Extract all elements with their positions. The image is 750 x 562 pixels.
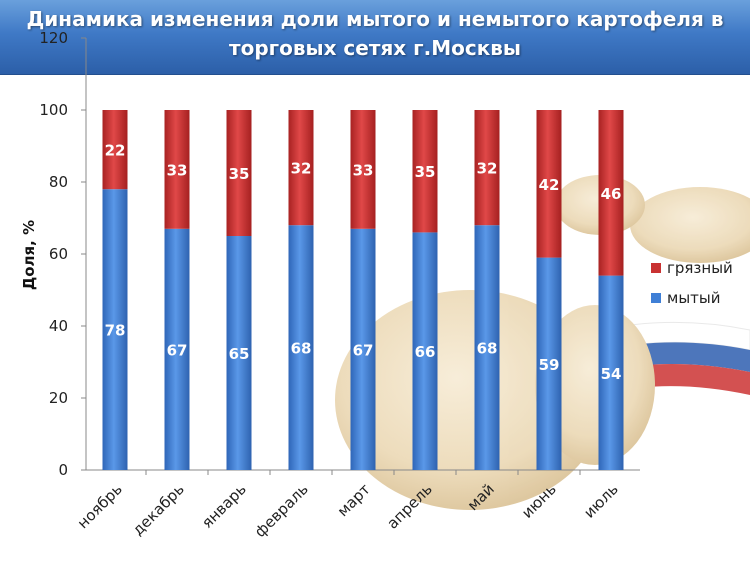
potato-image (630, 187, 750, 263)
category-label: ноябрь (74, 480, 126, 532)
potato-image (535, 305, 655, 465)
bar-dirty (412, 110, 438, 233)
category-label: январь (198, 480, 250, 532)
bar-dirty (350, 110, 376, 229)
y-tick-label: 0 (58, 461, 68, 479)
data-label-dirty: 35 (229, 165, 250, 183)
y-axis-ticks: 0 20 40 60 80 100 120 (39, 29, 86, 479)
data-label-washed: 66 (415, 343, 436, 361)
data-label-dirty: 33 (353, 161, 374, 179)
y-tick-label: 20 (49, 389, 68, 407)
chart-title: Динамика изменения доли мытого и немытог… (26, 7, 724, 60)
data-label-dirty: 33 (167, 161, 188, 179)
bar-washed (412, 232, 438, 470)
title-bar: Динамика изменения доли мытого и немытог… (0, 0, 750, 75)
bar-washed (226, 236, 252, 470)
bar-dirty (226, 110, 252, 236)
data-label-dirty: 32 (291, 160, 312, 178)
data-label-washed: 68 (291, 340, 312, 358)
flag-stripe (634, 364, 750, 395)
bar-dirty (474, 110, 500, 226)
bar-washed (536, 257, 562, 470)
bar-dirty (288, 110, 314, 226)
y-tick-label: 80 (49, 173, 68, 191)
y-tick-label: 60 (49, 245, 68, 263)
category-label: июль (580, 480, 622, 522)
bar-dirty (536, 110, 562, 258)
bar-washed (164, 228, 190, 470)
data-label-dirty: 32 (477, 160, 498, 178)
legend: грязный мытый (651, 259, 733, 307)
legend-label: мытый (667, 289, 721, 307)
bar-dirty (598, 110, 624, 276)
data-label-dirty: 46 (601, 185, 622, 203)
y-axis-label: Доля, % (20, 220, 38, 290)
bars: 78 22 67 33 65 35 68 32 67 33 66 35 68 32 59 42 54 46 (102, 110, 624, 470)
data-label-washed: 67 (167, 341, 188, 359)
category-label: март (334, 480, 374, 520)
data-label-washed: 67 (353, 341, 374, 359)
bar-washed (474, 225, 500, 470)
bar-washed (350, 228, 376, 470)
legend-swatch (651, 293, 661, 303)
bar-washed (288, 225, 314, 470)
category-label: февраль (251, 480, 312, 541)
data-label-dirty: 22 (105, 142, 126, 160)
data-label-washed: 54 (601, 365, 622, 383)
data-label-washed: 65 (229, 345, 250, 363)
data-label-dirty: 35 (415, 163, 436, 181)
category-label: декабрь (129, 480, 188, 539)
y-tick-label: 40 (49, 317, 68, 335)
data-label-washed: 59 (539, 356, 560, 374)
bar-washed (598, 275, 624, 470)
data-label-washed: 78 (105, 322, 126, 340)
data-label-dirty: 42 (539, 176, 560, 194)
y-tick-label: 100 (39, 101, 68, 119)
y-tick-label: 120 (39, 29, 68, 47)
bar-washed (102, 189, 128, 470)
bar-dirty (102, 110, 128, 190)
bar-dirty (164, 110, 190, 229)
legend-swatch (651, 263, 661, 273)
legend-label: грязный (667, 259, 733, 277)
data-label-washed: 68 (477, 340, 498, 358)
flag-stripe (632, 342, 750, 372)
